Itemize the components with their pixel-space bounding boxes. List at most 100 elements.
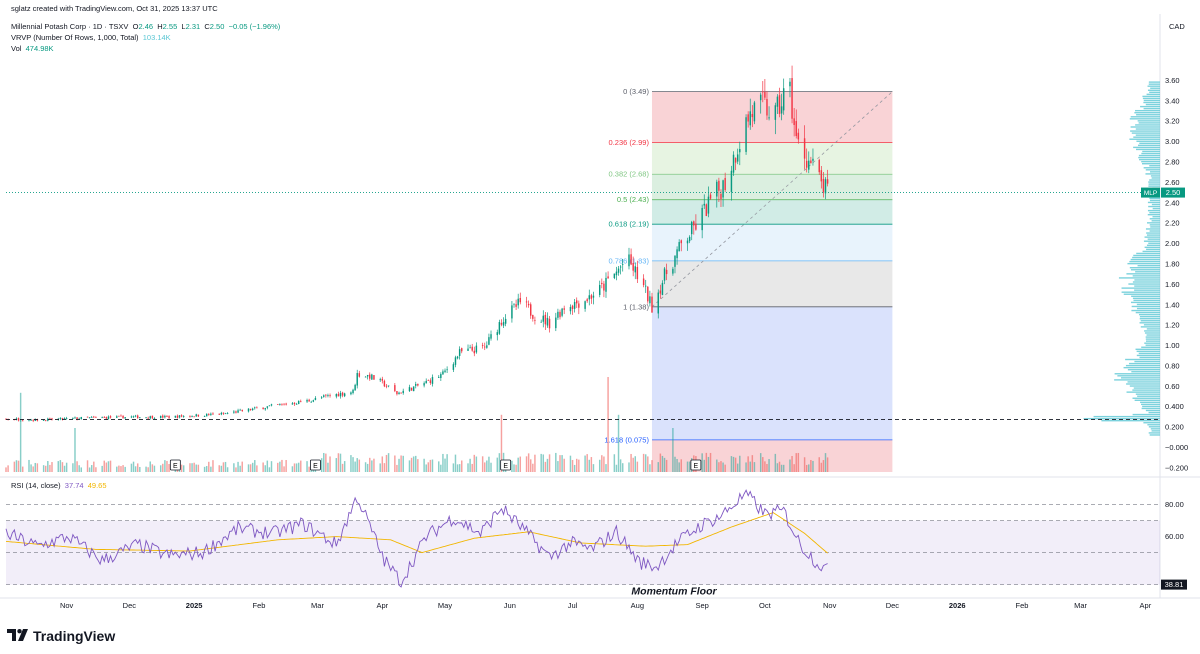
- candle-body: [791, 78, 793, 119]
- candle-body: [402, 390, 404, 394]
- candle-body: [795, 121, 797, 137]
- volume-bar: [145, 466, 147, 472]
- candle-body: [716, 181, 718, 197]
- price-tag-box: [1161, 187, 1185, 198]
- rsi-label: RSI (14, close): [11, 481, 61, 490]
- tradingview-logo-icon: [7, 627, 29, 645]
- volume-profile-bar: [1130, 269, 1160, 271]
- candle-body: [605, 277, 607, 292]
- volume-profile-bar: [1148, 83, 1160, 85]
- volume-profile-bar: [1132, 281, 1160, 283]
- candle-body: [325, 394, 327, 396]
- volume-profile-bar: [1145, 228, 1160, 230]
- earnings-marker-label: E: [503, 463, 508, 470]
- candle-body: [352, 389, 354, 394]
- volume-bar: [408, 460, 411, 472]
- volume-bar: [139, 466, 141, 472]
- candle-body: [197, 414, 200, 417]
- volume-bar: [15, 460, 18, 472]
- candle-body: [753, 102, 756, 122]
- ohlc-low-label: L: [181, 22, 186, 31]
- volume-bar: [249, 464, 252, 472]
- volume-bar: [542, 454, 545, 472]
- time-axis-tick: Oct: [759, 601, 772, 610]
- volume-bar: [134, 466, 137, 472]
- ohlc-close-label: C: [204, 22, 210, 31]
- candle-body: [291, 403, 294, 405]
- volume-bar: [285, 460, 287, 472]
- candle-body: [30, 419, 32, 421]
- candle-body: [642, 278, 645, 286]
- price-axis-tick: 2.20: [1165, 219, 1180, 228]
- volume-profile-bar: [1146, 93, 1160, 96]
- volume-profile-bar: [1148, 205, 1160, 208]
- volume-profile-bar: [1131, 309, 1160, 312]
- volume-bar: [335, 458, 338, 472]
- candle-body: [65, 418, 68, 419]
- volume-bar: [212, 460, 214, 472]
- volume-bar: [400, 455, 402, 472]
- candle-body: [555, 317, 557, 329]
- volume-profile-bar: [1145, 336, 1160, 338]
- volume-profile-bar: [1146, 248, 1160, 251]
- volume-bar: [373, 458, 375, 472]
- volume-bar: [354, 461, 356, 472]
- volume-profile-bar: [1142, 250, 1160, 253]
- volume-profile-bar: [1143, 167, 1160, 169]
- candle-body: [241, 409, 243, 411]
- candle-body: [264, 408, 266, 410]
- volume-bar: [605, 464, 607, 472]
- candle-body: [764, 91, 766, 98]
- volume-profile-bar: [1125, 364, 1160, 367]
- volume-bar: [72, 463, 74, 472]
- brand-name: TradingView: [33, 628, 116, 644]
- vrvp-legend[interactable]: VRVP (Number Of Rows, 1,000, Total) 103.…: [11, 33, 171, 42]
- candle-body: [776, 96, 779, 107]
- rsi-legend[interactable]: RSI (14, close) 37.74 49.65: [11, 481, 107, 490]
- volume-bar: [818, 457, 820, 472]
- candle-body: [145, 417, 147, 419]
- candle-body: [734, 157, 737, 163]
- volume-bar: [766, 463, 768, 472]
- price-axis-tick: 3.40: [1165, 96, 1180, 105]
- volume-profile-bar: [1142, 150, 1160, 153]
- candle-body: [812, 158, 814, 161]
- volume-bar: [95, 467, 97, 472]
- volume-bar: [607, 377, 609, 472]
- candle-body: [268, 405, 271, 407]
- volume-bar: [674, 456, 676, 472]
- volume-profile-bar: [1129, 260, 1160, 263]
- price-axis-tick: 0.200: [1165, 423, 1184, 432]
- symbol-legend[interactable]: Millennial Potash Corp · 1D · TSXV O2.46…: [11, 22, 280, 31]
- volume-bar: [525, 456, 528, 472]
- candle-body: [680, 240, 682, 244]
- volume-bar: [159, 465, 162, 472]
- volume-profile-bar: [1145, 169, 1160, 171]
- volume-bar: [573, 464, 576, 472]
- volume-legend[interactable]: Vol 474.98K: [11, 44, 54, 53]
- volume-bar: [782, 464, 785, 472]
- volume-bar: [168, 464, 170, 472]
- candle-body: [548, 318, 551, 329]
- volume-bar: [13, 461, 16, 472]
- tradingview-brand[interactable]: TradingView: [7, 627, 115, 645]
- candle-body: [502, 322, 505, 326]
- volume-bar: [686, 461, 689, 472]
- volume-profile-bar: [1121, 377, 1160, 379]
- candle-body: [634, 266, 636, 273]
- volume-bar: [490, 462, 492, 472]
- volume-profile-bar: [1145, 338, 1160, 340]
- volume-bar: [281, 459, 283, 472]
- volume-bar: [749, 461, 751, 472]
- fib-level-label: 1 (1.38): [623, 302, 649, 311]
- volume-profile-bar: [1147, 89, 1160, 91]
- volume-bar: [93, 461, 95, 472]
- candle-body: [358, 373, 361, 377]
- candle-body: [584, 301, 586, 309]
- volume-bar: [251, 462, 254, 472]
- volume-bar: [417, 459, 419, 472]
- volume-bar: [120, 466, 122, 472]
- volume-profile-bar: [1135, 128, 1160, 130]
- volume-bar: [590, 457, 593, 472]
